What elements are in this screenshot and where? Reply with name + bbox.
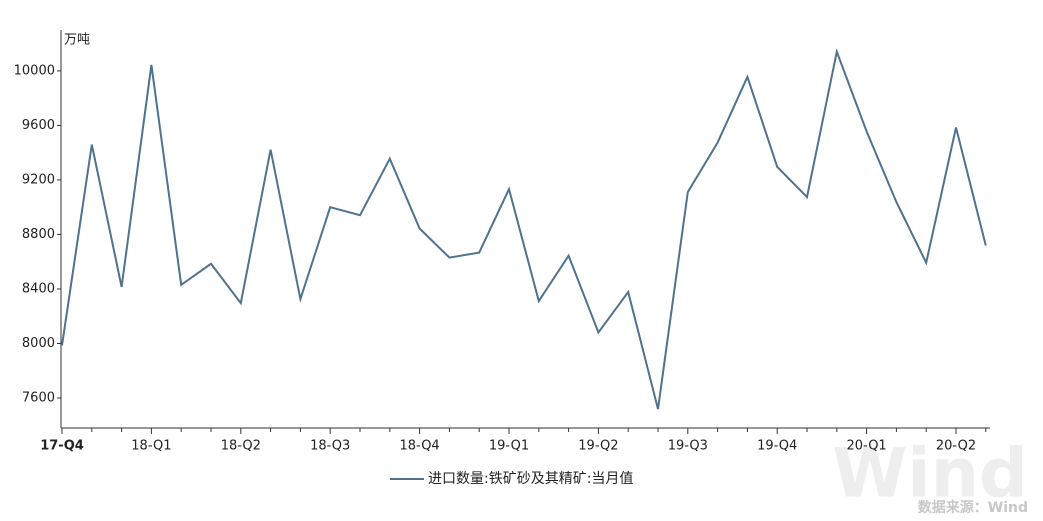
legend-label: 进口数量:铁矿砂及其精矿:当月值: [428, 471, 633, 487]
x-tick-label: 18-Q4: [399, 439, 439, 454]
y-tick-label: 8400: [22, 281, 55, 296]
y-tick-label: 7600: [22, 391, 55, 406]
x-tick-label: 18-Q3: [310, 439, 350, 454]
x-tick-label: 19-Q2: [578, 439, 618, 454]
y-unit: 万吨: [64, 33, 90, 48]
line: [61, 48, 987, 410]
x-tick-label: 19-Q4: [757, 439, 797, 454]
x-tick-label: 18-Q1: [131, 439, 171, 454]
y-tick-label: 10000: [14, 63, 55, 78]
y-tick-label: 8800: [22, 227, 55, 242]
x-tick-label: 20-Q1: [846, 439, 886, 454]
y-tick-label: 9600: [22, 118, 55, 133]
x-tick-label: 19-Q3: [668, 439, 708, 454]
y-tick-label: 9200: [22, 172, 55, 187]
x-tick-label: 17-Q4: [40, 439, 84, 454]
x-tick-label: 18-Q2: [221, 439, 261, 454]
y-tick-label: 8000: [22, 336, 55, 351]
x-tick-label: 19-Q1: [489, 439, 529, 454]
source: 数据来源：Wind: [918, 499, 1028, 516]
watermark: Wind: [832, 435, 1027, 514]
x-tick-label: 20-Q2: [936, 439, 976, 454]
